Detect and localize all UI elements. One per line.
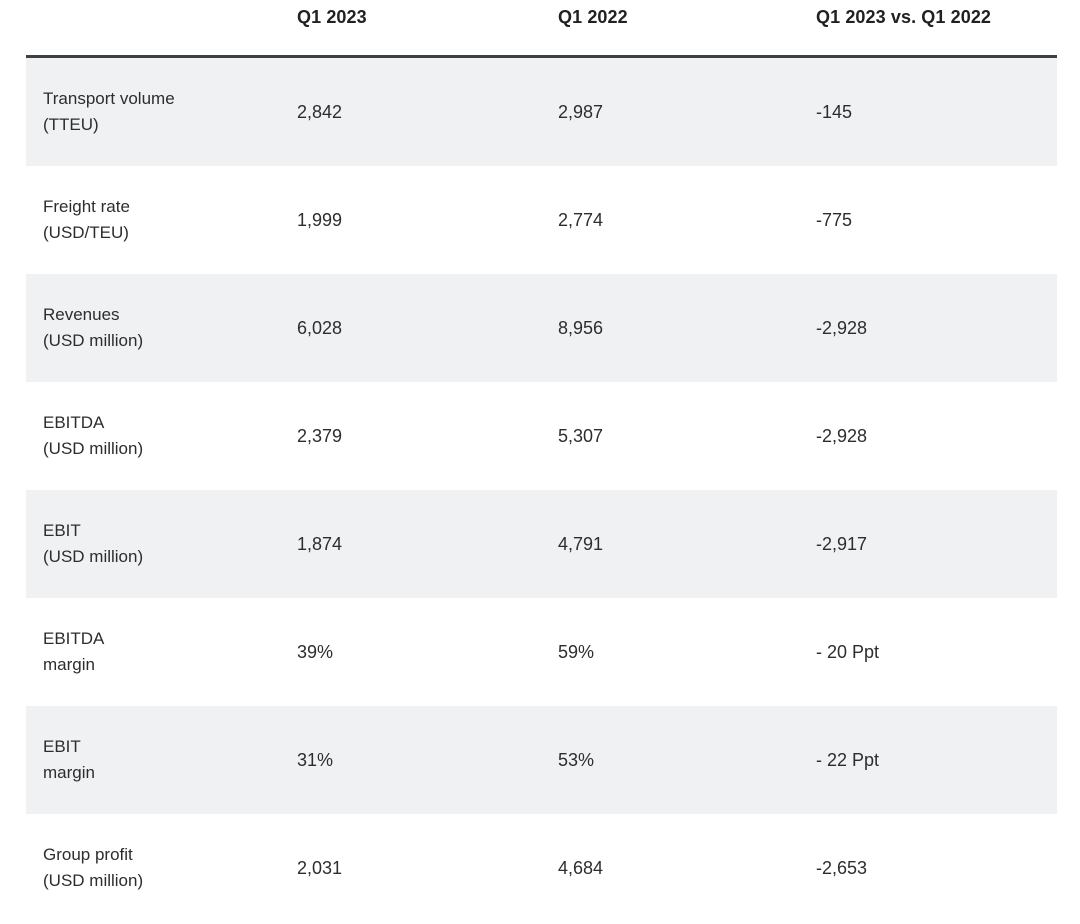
table-row-ebitda-margin: EBITDA margin 39% 59% - 20 Ppt [26,598,1057,706]
value-q1-2023: 1,999 [297,209,343,230]
row-label-line2: (USD million) [43,439,144,458]
value-q1-2023: 2,031 [297,857,343,878]
row-label: Revenues (USD million) [26,302,297,354]
row-label-line2: (USD million) [43,547,144,566]
value-q1-2023: 1,874 [297,533,343,554]
row-label: EBIT margin [26,734,297,786]
row-label-line1: EBITDA [43,413,105,432]
row-label-line1: EBIT [43,521,81,540]
row-label: EBITDA margin [26,626,297,678]
value-q1-2022: 53% [558,749,595,770]
row-label-line1: Freight rate [43,197,130,216]
row-label-line1: EBITDA [43,629,105,648]
table-row-group-profit: Group profit (USD million) 2,031 4,684 -… [26,814,1057,922]
table-row-ebit-margin: EBIT margin 31% 53% - 22 Ppt [26,706,1057,814]
value-q1-2022: 4,791 [558,533,604,554]
table-row-ebit: EBIT (USD million) 1,874 4,791 -2,917 [26,490,1057,598]
value-q1-2023: 2,379 [297,425,343,446]
row-label-line1: Group profit [43,845,133,864]
row-label-line2: (USD million) [43,871,144,890]
row-label-line2: margin [43,655,95,674]
value-change: -2,928 [816,317,868,338]
value-q1-2023: 2,842 [297,101,343,122]
row-label: EBIT (USD million) [26,518,297,570]
header-q1-2023-vs-q1-2022: Q1 2023 vs. Q1 2022 [816,7,992,27]
row-label: Transport volume (TTEU) [26,86,297,138]
row-label: Freight rate (USD/TEU) [26,194,297,246]
header-metric [26,0,297,7]
header-q1-2022: Q1 2022 [558,7,628,27]
table-row-ebitda: EBITDA (USD million) 2,379 5,307 -2,928 [26,382,1057,490]
value-change: -2,653 [816,857,868,878]
value-change: -2,917 [816,533,868,554]
row-label-line2: margin [43,763,95,782]
table-row-transport-volume: Transport volume (TTEU) 2,842 2,987 -145 [26,58,1057,166]
value-q1-2022: 2,987 [558,101,604,122]
row-label: Group profit (USD million) [26,842,297,894]
value-change: -775 [816,209,853,230]
value-change: - 20 Ppt [816,641,880,662]
kpi-comparison-table: Q1 2023 Q1 2022 Q1 2023 vs. Q1 2022 Tran… [26,0,1057,922]
value-q1-2023: 39% [297,641,334,662]
header-q1-2023: Q1 2023 [297,7,367,27]
row-label: EBITDA (USD million) [26,410,297,462]
row-label-line1: EBIT [43,737,81,756]
value-q1-2023: 6,028 [297,317,343,338]
value-change: - 22 Ppt [816,749,880,770]
value-q1-2022: 5,307 [558,425,604,446]
value-change: -145 [816,101,853,122]
row-label-line2: (USD million) [43,331,144,350]
value-q1-2022: 8,956 [558,317,604,338]
row-label-line1: Revenues [43,305,120,324]
value-q1-2022: 4,684 [558,857,604,878]
table-header-row: Q1 2023 Q1 2022 Q1 2023 vs. Q1 2022 [26,0,1057,58]
row-label-line2: (TTEU) [43,115,99,134]
value-change: -2,928 [816,425,868,446]
table-row-freight-rate: Freight rate (USD/TEU) 1,999 2,774 -775 [26,166,1057,274]
value-q1-2023: 31% [297,749,334,770]
row-label-line1: Transport volume [43,89,175,108]
value-q1-2022: 59% [558,641,595,662]
value-q1-2022: 2,774 [558,209,604,230]
table-row-revenues: Revenues (USD million) 6,028 8,956 -2,92… [26,274,1057,382]
row-label-line2: (USD/TEU) [43,223,129,242]
